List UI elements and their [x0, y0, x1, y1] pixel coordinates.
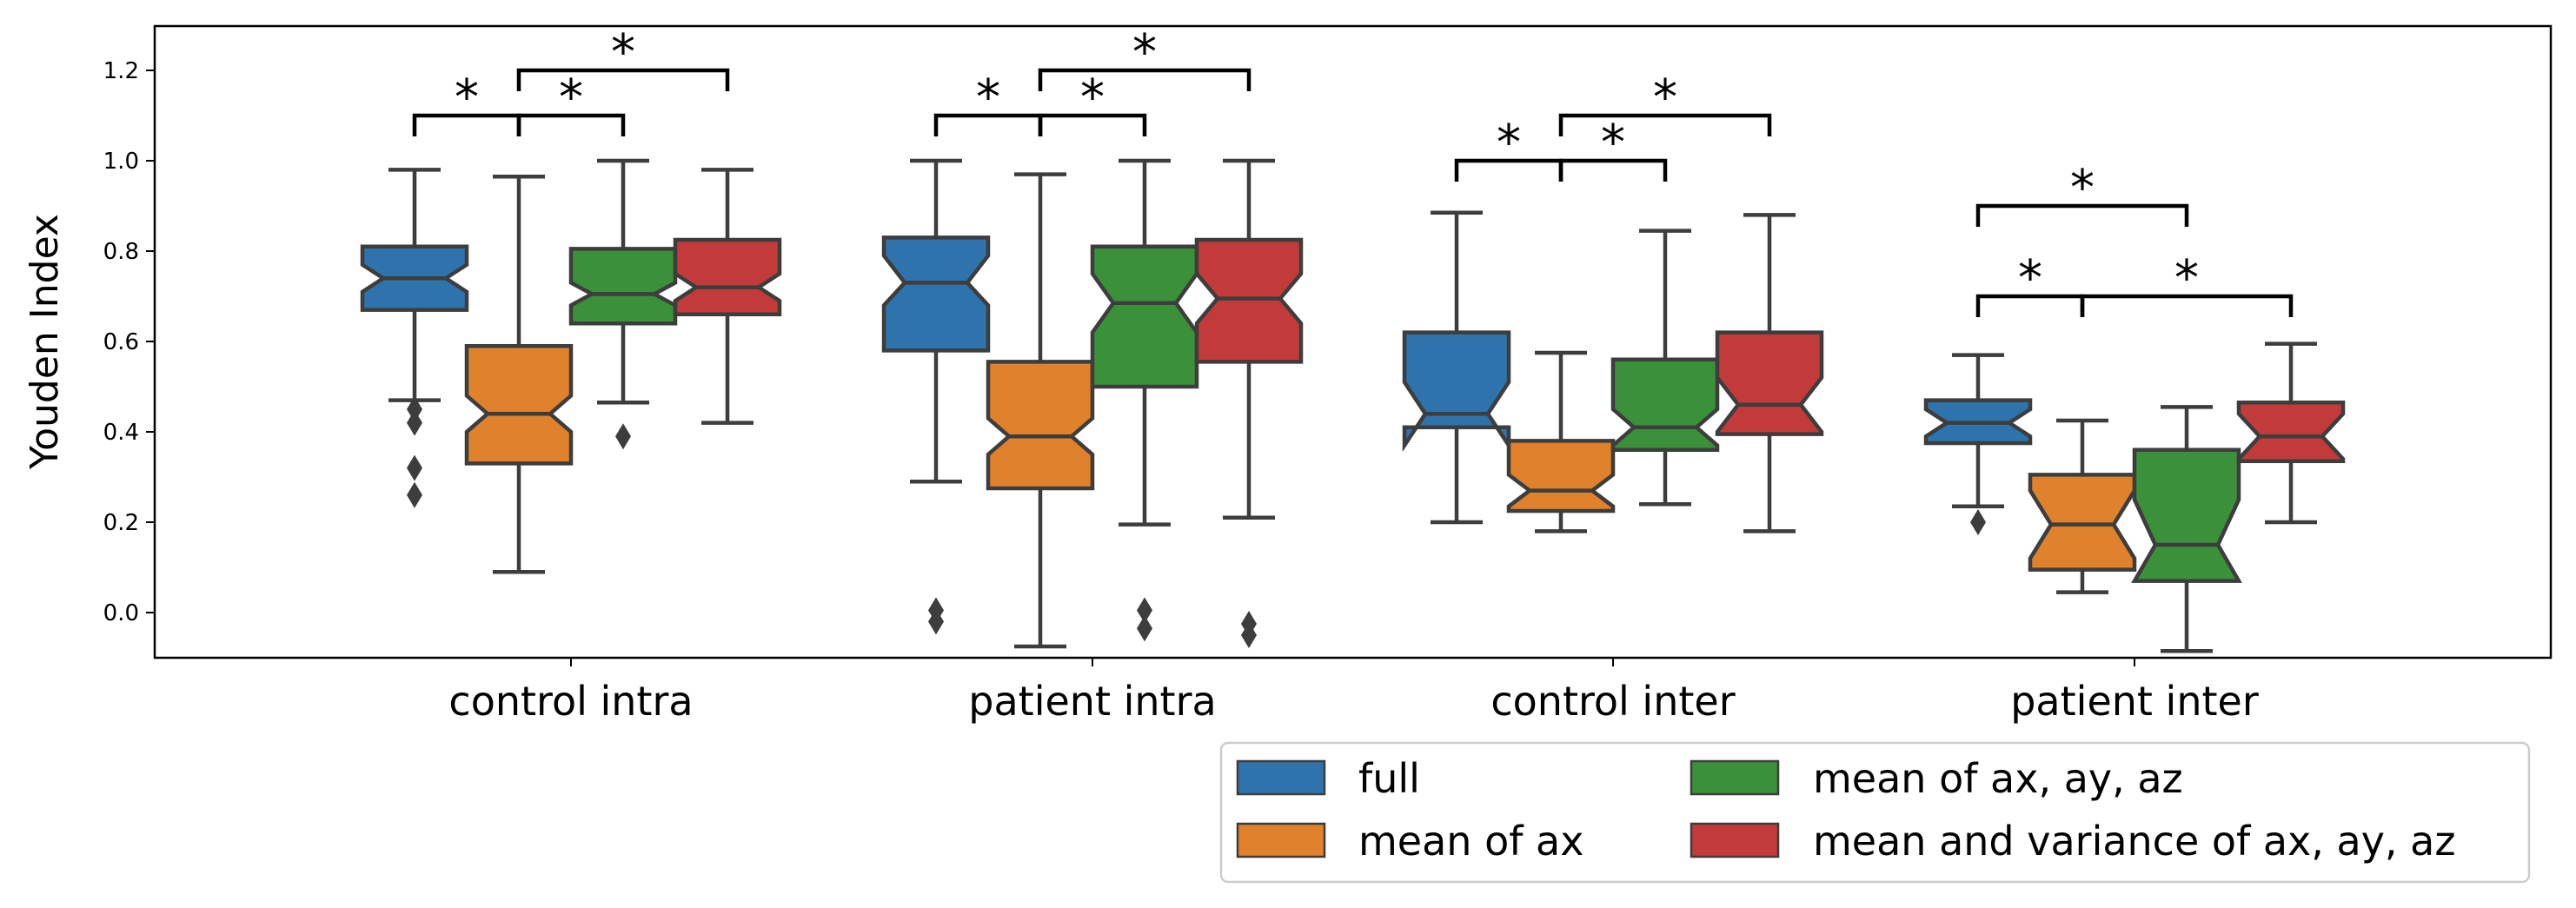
bracket-line [1975, 203, 2189, 227]
bracket-line [1558, 158, 1668, 182]
legend-label: mean and variance of ax, ay, az [1813, 818, 2456, 865]
outlier-marker [928, 608, 944, 635]
outlier-marker [1137, 615, 1152, 642]
legend-label: mean of ax [1358, 818, 1583, 865]
box-body [1090, 244, 1199, 389]
significance-star: * [2070, 160, 2095, 216]
box-mean-of-ax-3 [2028, 418, 2137, 594]
significance-bracket: * [1038, 70, 1147, 136]
box-body [1715, 330, 1824, 436]
legend-label: full [1358, 755, 1420, 802]
box-body [1402, 330, 1511, 453]
significance-star: * [559, 70, 583, 126]
legend-swatch [1690, 822, 1780, 858]
significance-bracket: * [1558, 115, 1668, 182]
box-mean-of-ax-2 [1506, 350, 1616, 534]
box-body [1506, 439, 1616, 514]
bracket-line [2080, 294, 2294, 317]
significance-bracket: * [2080, 250, 2294, 317]
significance-bracket: * [1558, 70, 1772, 136]
outlier-marker [1241, 622, 1257, 648]
bracket-line [516, 68, 730, 91]
box-body [568, 247, 678, 326]
significance-bracket: * [1038, 24, 1251, 91]
box-full-1 [881, 158, 991, 635]
legend-entry: mean of ax [1236, 818, 1583, 865]
outlier-marker [615, 423, 631, 450]
box-mean-of-ax-0 [464, 174, 574, 574]
legend-frame [1219, 741, 2531, 884]
significance-star: * [455, 70, 479, 126]
bracket-line [1558, 113, 1772, 136]
significance-bracket: * [1975, 250, 2085, 317]
outlier-marker [1970, 509, 1986, 535]
box-full-0 [360, 168, 469, 508]
significance-bracket: * [1454, 115, 1564, 182]
significance-bracket: * [933, 70, 1043, 136]
box-body [986, 360, 1095, 491]
significance-star: * [1080, 70, 1105, 126]
box-mean-and-variance-of-ax-ay-az-1 [1194, 158, 1304, 648]
y-tick-label: 1.0 [103, 149, 139, 175]
legend-entry: mean and variance of ax, ay, az [1690, 818, 2456, 865]
x-category-label: control inter [1490, 678, 1735, 725]
y-axis-label: Youden Index [23, 214, 67, 470]
box-mean-and-variance-of-ax-ay-az-2 [1715, 213, 1824, 534]
y-tick-label: 0.0 [103, 600, 139, 626]
box-mean-of-ax-ay-az-3 [2131, 405, 2242, 653]
legend-swatch [1236, 822, 1326, 858]
box-mean-of-ax-ay-az-0 [568, 158, 678, 450]
box-mean-of-ax-ay-az-1 [1090, 158, 1199, 642]
bracket-line [516, 113, 626, 136]
box-body [881, 235, 991, 353]
x-category-label: patient inter [2010, 678, 2259, 725]
significance-bracket: * [1975, 160, 2189, 227]
outlier-marker [1137, 597, 1152, 624]
significance-star: * [1132, 24, 1157, 81]
outlier-marker [407, 396, 422, 422]
legend-label: mean of ax, ay, az [1813, 755, 2183, 802]
box-body [2028, 473, 2137, 572]
significance-star: * [2174, 250, 2199, 307]
significance-star: * [976, 70, 1000, 126]
significance-star: * [1497, 115, 1521, 171]
significance-star: * [1601, 115, 1625, 171]
significance-star: * [1653, 70, 1677, 126]
box-body [2236, 400, 2346, 464]
y-tick-label: 1.2 [103, 58, 139, 84]
box-mean-and-variance-of-ax-ay-az-3 [2236, 341, 2346, 525]
box-body [1194, 237, 1304, 364]
significance-star: * [2018, 250, 2042, 307]
outlier-marker [407, 481, 422, 508]
x-category-label: control intra [448, 678, 693, 725]
y-tick-label: 0.4 [103, 420, 139, 446]
y-tick-label: 0.8 [103, 239, 139, 265]
box-full-3 [1923, 353, 2033, 535]
significance-bracket: * [516, 70, 626, 136]
box-full-2 [1402, 210, 1511, 525]
y-tick-label: 0.2 [103, 510, 139, 536]
box-mean-of-ax-1 [986, 172, 1095, 649]
box-body [2131, 447, 2242, 583]
box-mean-of-ax-ay-az-2 [1610, 229, 1720, 507]
legend-entry: mean of ax, ay, az [1690, 755, 2183, 802]
box-body [464, 343, 574, 466]
box-body [673, 237, 782, 317]
y-tick-label: 0.6 [103, 329, 139, 355]
box-mean-and-variance-of-ax-ay-az-0 [673, 168, 782, 425]
box-body [1610, 357, 1720, 453]
bracket-line [1038, 68, 1251, 91]
bracket-line [1038, 113, 1147, 136]
x-category-label: patient intra [968, 678, 1216, 725]
outlier-marker [407, 454, 422, 481]
legend-entry: full [1236, 755, 1420, 802]
legend-swatch [1236, 759, 1326, 796]
significance-bracket: * [516, 24, 730, 91]
legend-swatch [1690, 759, 1780, 796]
outlier-marker [407, 409, 422, 436]
significance-star: * [611, 24, 635, 81]
significance-bracket: * [412, 70, 521, 136]
